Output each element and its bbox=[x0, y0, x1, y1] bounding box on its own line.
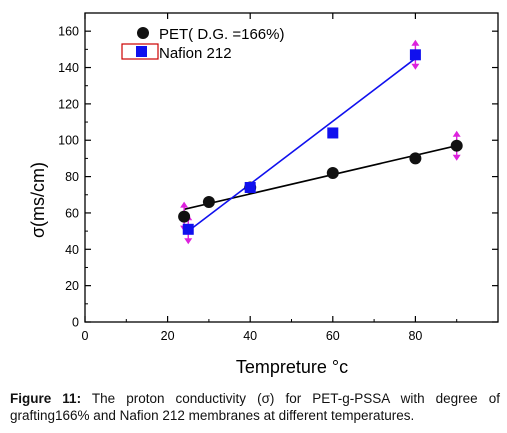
error-arrow-down bbox=[184, 238, 193, 245]
y-tick-label: 0 bbox=[72, 316, 79, 330]
axes: 0 20 40 60 80 0 20 40 60 80 100 120 140 160 bbox=[58, 13, 498, 343]
error-arrow-down bbox=[452, 154, 461, 161]
pet-point bbox=[178, 210, 191, 223]
caption-text: The proton conductivity (σ) for PET-g-PS… bbox=[10, 391, 500, 423]
caption-label: Figure 11: bbox=[10, 391, 82, 406]
figure-caption: Figure 11: The proton conductivity (σ) f… bbox=[10, 390, 500, 424]
error-markers bbox=[180, 39, 461, 245]
x-tick-label: 40 bbox=[243, 329, 257, 343]
error-arrow-up bbox=[180, 201, 189, 208]
y-tick-label: 140 bbox=[58, 61, 79, 75]
pet-point bbox=[450, 139, 463, 152]
nafion-point bbox=[327, 127, 339, 139]
legend-highlight-box bbox=[121, 43, 159, 60]
pet-point bbox=[326, 166, 339, 179]
fit-line-series-1 bbox=[187, 57, 416, 232]
error-arrow-up bbox=[452, 130, 461, 137]
error-arrow-up bbox=[411, 39, 420, 46]
nafion-point bbox=[182, 223, 194, 235]
fit-lines bbox=[183, 57, 457, 232]
nafion-point bbox=[409, 49, 421, 61]
x-tick-label: 60 bbox=[326, 329, 340, 343]
pet-point bbox=[409, 152, 422, 165]
y-tick-label: 120 bbox=[58, 97, 79, 111]
legend-marker-pet bbox=[137, 27, 149, 39]
pet-point bbox=[202, 196, 215, 209]
legend: PET( D.G. =166%) Nafion 212 bbox=[121, 26, 284, 62]
legend-label-nafion: Nafion 212 bbox=[159, 45, 232, 62]
y-tick-label: 20 bbox=[65, 279, 79, 293]
y-tick-label: 100 bbox=[58, 134, 79, 148]
legend-label-pet: PET( D.G. =166%) bbox=[159, 26, 284, 43]
x-axis-label: Tempreture °c bbox=[236, 357, 348, 377]
y-tick-label: 160 bbox=[58, 25, 79, 39]
x-tick-label: 0 bbox=[82, 329, 89, 343]
error-arrow-down bbox=[411, 63, 420, 70]
y-tick-label: 40 bbox=[65, 243, 79, 257]
legend-marker-nafion bbox=[136, 46, 147, 57]
y-axis-label: σ(ms/cm) bbox=[28, 162, 48, 238]
nafion-point bbox=[244, 181, 256, 193]
x-tick-label: 80 bbox=[408, 329, 422, 343]
x-tick-label: 20 bbox=[161, 329, 175, 343]
y-tick-label: 80 bbox=[65, 170, 79, 184]
y-tick-label: 60 bbox=[65, 206, 79, 220]
data-marks bbox=[178, 49, 463, 235]
